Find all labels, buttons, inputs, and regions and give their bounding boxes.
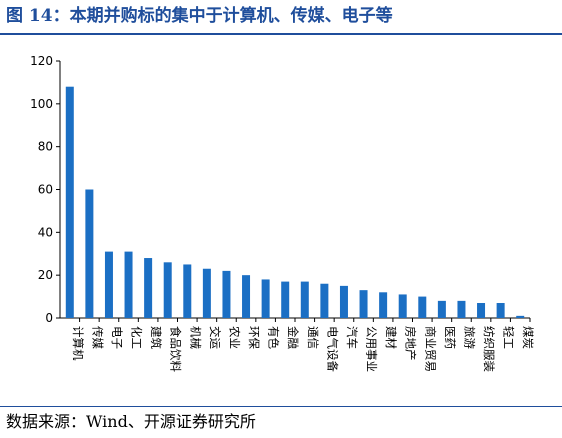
bar bbox=[202, 268, 211, 318]
category-label: 环保 bbox=[247, 326, 261, 349]
bars bbox=[65, 86, 525, 318]
data-source: 数据来源：Wind、开源证券研究所 bbox=[6, 412, 256, 431]
category-label: 计算机 bbox=[71, 326, 85, 361]
bar bbox=[281, 281, 290, 318]
category-label: 旅游 bbox=[462, 326, 476, 349]
x-axis bbox=[60, 317, 531, 322]
category-label: 金融 bbox=[286, 326, 300, 349]
y-tick-label: 80 bbox=[38, 140, 53, 154]
category-label: 化工 bbox=[130, 326, 144, 349]
source-divider bbox=[0, 406, 562, 407]
bar bbox=[379, 292, 388, 318]
category-label: 食品饮料 bbox=[169, 326, 183, 372]
category-label: 公用事业 bbox=[365, 326, 379, 372]
bar bbox=[163, 262, 172, 318]
bar bbox=[477, 303, 486, 318]
bar bbox=[359, 290, 368, 318]
category-label: 传媒 bbox=[90, 326, 104, 349]
bar bbox=[144, 258, 153, 318]
bar bbox=[496, 303, 505, 318]
bar bbox=[65, 86, 74, 318]
y-tick-label: 120 bbox=[30, 54, 53, 68]
bar bbox=[85, 189, 94, 318]
y-tick-label: 20 bbox=[38, 268, 53, 282]
y-axis: 0 20 40 60 80 100 120 bbox=[30, 54, 61, 325]
y-tick-label: 100 bbox=[30, 97, 53, 111]
category-labels: 计算机 传媒 电子 化工 建筑 食品饮料 机械 交运 农业 环保 有色 金融 通信 电气设备 汽车 公用事业建… bbox=[71, 326, 535, 372]
category-label: 农业 bbox=[227, 326, 241, 349]
bar bbox=[300, 281, 309, 318]
y-tick-label: 40 bbox=[38, 225, 53, 239]
bar bbox=[104, 251, 113, 318]
bar bbox=[242, 275, 251, 318]
category-label: 有色 bbox=[267, 326, 281, 349]
bar bbox=[124, 251, 133, 318]
category-label: 通信 bbox=[306, 326, 320, 349]
category-label: 轻工 bbox=[502, 326, 516, 349]
category-label: 建材 bbox=[384, 326, 398, 349]
bar bbox=[183, 264, 192, 318]
category-label: 交运 bbox=[208, 326, 222, 349]
bar bbox=[261, 279, 270, 318]
category-label: 医药 bbox=[443, 326, 457, 349]
category-label: 电子 bbox=[110, 326, 124, 349]
category-label: 机械 bbox=[188, 326, 202, 349]
category-label: 房地产 bbox=[404, 326, 418, 361]
category-label: 商业贸易 bbox=[423, 326, 437, 372]
bar bbox=[457, 300, 466, 318]
category-label: 纺织服装 bbox=[482, 326, 496, 372]
category-label: 电气设备 bbox=[325, 326, 339, 372]
bar bbox=[222, 270, 231, 318]
bar bbox=[418, 296, 427, 318]
bar-chart: 0 20 40 60 80 100 120 计算机 传媒 电子 化工 建筑 食品饮料 机械 交运 农业 环保有… bbox=[30, 54, 535, 372]
y-tick-label: 0 bbox=[45, 311, 53, 325]
bar bbox=[516, 315, 525, 318]
bar bbox=[437, 300, 446, 318]
title-underline bbox=[0, 33, 562, 35]
category-label: 汽车 bbox=[345, 326, 359, 349]
y-tick-label: 60 bbox=[38, 183, 53, 197]
bar bbox=[339, 285, 348, 318]
bar bbox=[320, 283, 329, 318]
category-label: 煤炭 bbox=[521, 326, 535, 349]
category-label: 建筑 bbox=[149, 326, 163, 349]
bar bbox=[398, 294, 407, 318]
figure-title: 图 14：本期并购标的集中于计算机、传媒、电子等 bbox=[6, 6, 393, 26]
